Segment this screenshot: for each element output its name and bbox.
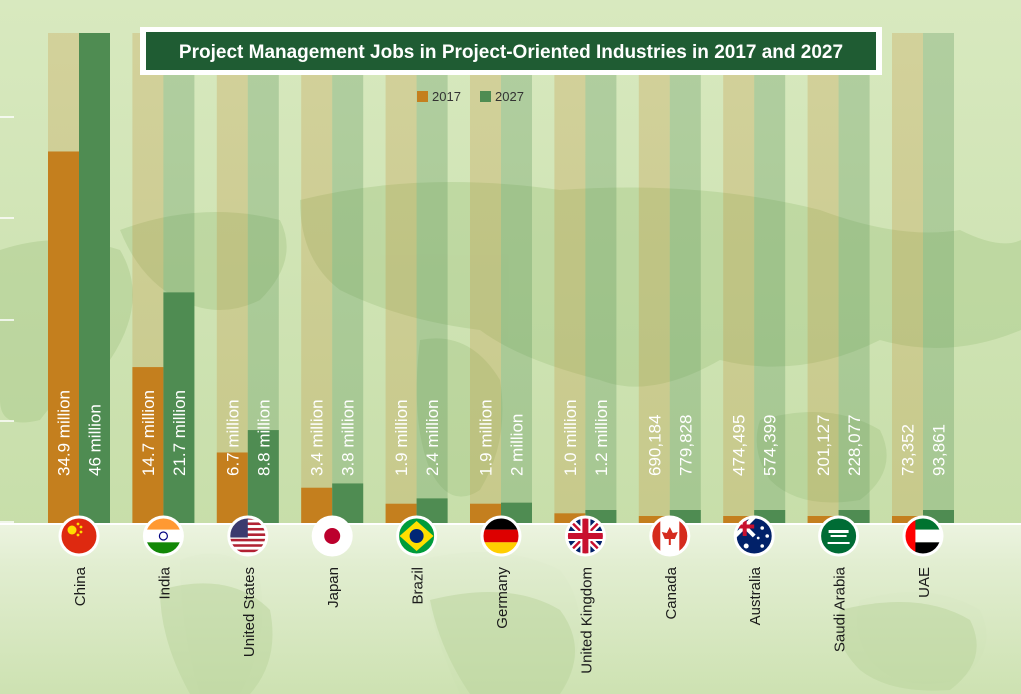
bar-track-2027 xyxy=(754,33,786,524)
bar-track-2017 xyxy=(638,33,670,524)
value-label-2027: 3.8 million xyxy=(339,399,358,476)
value-label-2027: 2 million xyxy=(508,414,527,476)
bar-track-2027 xyxy=(416,33,448,524)
value-label-2017: 14.7 million xyxy=(139,390,158,476)
axis-ticks xyxy=(0,116,14,523)
bar-2027 xyxy=(163,292,195,524)
value-label-2027: 1.2 million xyxy=(592,399,611,476)
bar-track-2027 xyxy=(501,33,532,524)
australia-flag-icon xyxy=(733,515,775,557)
value-label-2017: 73,352 xyxy=(899,424,918,476)
legend-swatch-2017 xyxy=(417,91,428,102)
country-label: Germany xyxy=(494,567,511,629)
country-label: United Kingdom xyxy=(578,567,595,674)
bar-2017 xyxy=(892,516,923,524)
country-label: Canada xyxy=(663,566,680,619)
value-label-2027: 8.8 million xyxy=(254,399,273,476)
legend-label-2017: 2017 xyxy=(432,89,461,104)
bar-2017 xyxy=(723,516,755,524)
india-flag-icon xyxy=(142,515,184,557)
value-labels: 34.9 million 46 million 14.7 million 21.7 m… xyxy=(55,390,949,476)
flags xyxy=(58,515,944,557)
country-label: Japan xyxy=(325,567,342,608)
bar-track-2017 xyxy=(892,33,923,524)
bar-track-2017 xyxy=(385,33,417,524)
chart-title: Project Management Jobs in Project-Orien… xyxy=(179,42,843,63)
bar-track-2027 xyxy=(332,33,364,524)
legend-label-2027: 2027 xyxy=(495,89,524,104)
country-label: Saudi Arabia xyxy=(832,566,849,652)
canada-flag-icon xyxy=(649,515,691,557)
bar-track-2027 xyxy=(585,33,617,524)
bar-track-2017 xyxy=(554,33,586,524)
value-label-2017: 6.7 million xyxy=(223,399,242,476)
value-label-2017: 1.9 million xyxy=(477,399,496,476)
value-label-2017: 474,495 xyxy=(730,415,749,476)
bar-track-2017 xyxy=(807,33,839,524)
bar-track-2017 xyxy=(216,33,248,524)
value-label-2027: 93,861 xyxy=(930,424,949,476)
bar-2027 xyxy=(79,33,110,524)
value-label-2027: 2.4 million xyxy=(423,399,442,476)
brazil-flag-icon xyxy=(396,515,438,557)
country-label: United States xyxy=(241,567,258,657)
bar-track-2027 xyxy=(838,33,870,524)
ground-map-decoration xyxy=(160,583,977,694)
legend: 2017 2027 xyxy=(417,89,524,104)
saudi-arabia-flag-icon xyxy=(818,515,860,557)
uae-flag-icon xyxy=(902,515,944,557)
bar-2017 xyxy=(132,367,164,524)
bar-track-2027 xyxy=(923,33,954,524)
country-label: UAE xyxy=(916,567,933,598)
bar-2017 xyxy=(807,516,839,524)
country-label: Australia xyxy=(747,566,764,625)
country-labels: China India United States Japan Brazil German… xyxy=(72,566,933,673)
bar-track-2017 xyxy=(470,33,501,524)
legend-swatch-2027 xyxy=(480,91,491,102)
china-flag-icon xyxy=(58,515,100,557)
bar-2017 xyxy=(48,151,79,524)
bars xyxy=(48,33,954,524)
value-label-2027: 228,077 xyxy=(845,415,864,476)
value-label-2027: 46 million xyxy=(86,404,105,476)
bar-2027 xyxy=(247,430,279,524)
value-label-2017: 201,127 xyxy=(814,415,833,476)
bar-2017 xyxy=(554,513,586,524)
bar-track-2017 xyxy=(301,33,333,524)
value-label-2027: 574,399 xyxy=(761,415,780,476)
country-label: India xyxy=(156,566,173,599)
united-kingdom-flag-icon xyxy=(564,515,606,557)
germany-flag-icon xyxy=(480,515,522,557)
country-label: China xyxy=(72,566,89,606)
value-label-2017: 3.4 million xyxy=(308,399,327,476)
bar-track-2017 xyxy=(723,33,755,524)
bar-track-2027 xyxy=(669,33,701,524)
value-label-2017: 690,184 xyxy=(645,415,664,476)
country-label: Brazil xyxy=(410,567,427,605)
value-label-2027: 21.7 million xyxy=(170,390,189,476)
value-label-2017: 1.0 million xyxy=(561,399,580,476)
value-label-2017: 34.9 million xyxy=(55,390,74,476)
united-states-flag-icon xyxy=(227,515,269,557)
bar-2017 xyxy=(216,452,248,524)
title-box: Project Management Jobs in Project-Orien… xyxy=(140,27,882,75)
bar-2017 xyxy=(638,516,670,524)
japan-flag-icon xyxy=(311,515,353,557)
value-label-2027: 779,828 xyxy=(676,415,695,476)
value-label-2017: 1.9 million xyxy=(392,399,411,476)
